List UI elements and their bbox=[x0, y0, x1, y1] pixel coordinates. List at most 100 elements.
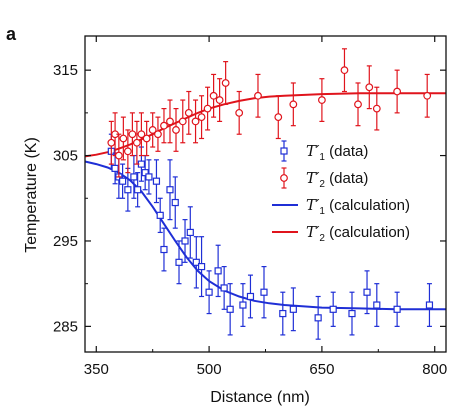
square-marker bbox=[363, 288, 371, 296]
square-marker bbox=[348, 309, 356, 318]
circle-marker bbox=[318, 96, 326, 104]
data-point bbox=[142, 120, 151, 157]
x-tick-label: 500 bbox=[197, 361, 222, 378]
data-point bbox=[246, 274, 255, 319]
data-point bbox=[365, 65, 374, 110]
data-point bbox=[166, 99, 174, 144]
data-point bbox=[111, 112, 119, 157]
data-point bbox=[329, 291, 337, 327]
data-point bbox=[235, 90, 244, 135]
square-marker bbox=[134, 186, 142, 194]
square-marker bbox=[239, 301, 247, 309]
circle-marker bbox=[340, 66, 349, 75]
x-axis-title: Distance (nm) bbox=[210, 389, 310, 406]
data-point bbox=[160, 227, 168, 272]
square-marker bbox=[145, 173, 153, 181]
legend-entry-4: T′2 (calculation) bbox=[272, 223, 410, 244]
data-point bbox=[124, 167, 132, 212]
data-point bbox=[340, 48, 349, 93]
data-point bbox=[156, 197, 164, 234]
square-marker bbox=[314, 314, 322, 322]
data-point bbox=[197, 236, 206, 298]
square-marker bbox=[329, 305, 337, 313]
data-point bbox=[393, 69, 402, 114]
data-point bbox=[274, 95, 283, 140]
data-point bbox=[423, 73, 432, 118]
data-points bbox=[107, 48, 434, 340]
square-marker bbox=[156, 211, 164, 219]
data-point bbox=[107, 120, 116, 165]
circle-marker bbox=[215, 96, 224, 104]
data-point bbox=[254, 73, 262, 118]
circle-marker bbox=[197, 113, 206, 122]
circle-marker bbox=[221, 79, 230, 87]
circle-marker bbox=[107, 138, 116, 147]
y-axis-title: Temperature (K) bbox=[23, 137, 40, 253]
square-marker bbox=[141, 169, 149, 177]
data-point bbox=[152, 159, 161, 204]
y-tick-label: 315 bbox=[53, 62, 78, 79]
data-point bbox=[192, 236, 200, 289]
square-marker bbox=[197, 262, 206, 271]
y-tick-label: 305 bbox=[53, 148, 78, 165]
data-point bbox=[209, 73, 218, 118]
circle-marker bbox=[137, 130, 146, 139]
circle-marker bbox=[209, 91, 218, 100]
data-point bbox=[119, 116, 128, 161]
circle-marker bbox=[154, 130, 162, 139]
square-marker bbox=[373, 301, 381, 309]
circle-marker bbox=[132, 138, 141, 147]
circle-marker bbox=[393, 87, 402, 96]
calculation-curves bbox=[84, 92, 446, 311]
data-point bbox=[214, 244, 222, 298]
square-marker bbox=[205, 288, 213, 296]
data-point bbox=[114, 133, 123, 178]
data-point bbox=[123, 129, 132, 174]
data-point bbox=[128, 112, 137, 157]
circle-marker bbox=[423, 91, 432, 100]
data-point bbox=[197, 95, 206, 140]
circle-marker bbox=[166, 117, 174, 126]
legend-label: T′1 (calculation) bbox=[306, 196, 410, 217]
data-point bbox=[348, 291, 356, 336]
legend-label: T′2 (calculation) bbox=[306, 223, 410, 244]
data-point bbox=[205, 270, 213, 315]
circle-marker bbox=[184, 108, 193, 117]
legend-circle-marker bbox=[280, 174, 288, 182]
data-point bbox=[289, 287, 297, 332]
circle-marker bbox=[254, 91, 262, 100]
data-point bbox=[184, 90, 193, 135]
circle-marker bbox=[289, 100, 298, 109]
data-point bbox=[363, 270, 371, 315]
data-point bbox=[171, 176, 179, 229]
circle-marker bbox=[172, 126, 180, 134]
circle-marker bbox=[114, 151, 123, 160]
circle-marker bbox=[142, 134, 151, 143]
x-tick-label: 800 bbox=[422, 361, 447, 378]
circle-marker bbox=[128, 130, 137, 139]
data-point bbox=[119, 163, 127, 199]
legend-square-marker bbox=[280, 147, 288, 155]
circle-marker bbox=[235, 108, 244, 117]
data-point bbox=[279, 291, 287, 336]
panel-label: a bbox=[6, 24, 17, 44]
plot-frame bbox=[84, 35, 447, 353]
data-point bbox=[372, 86, 381, 131]
data-point bbox=[175, 240, 183, 285]
square-marker bbox=[160, 245, 168, 254]
circle-marker bbox=[365, 83, 374, 92]
legend-entry-1: T′1 (data) bbox=[280, 140, 368, 163]
square-marker bbox=[425, 301, 434, 309]
legend-entry-3: T′1 (calculation) bbox=[272, 196, 410, 217]
data-point bbox=[215, 78, 224, 123]
data-point bbox=[191, 99, 200, 144]
square-marker bbox=[119, 177, 127, 185]
square-marker bbox=[214, 267, 222, 275]
x-tick-label: 650 bbox=[309, 361, 334, 378]
data-point bbox=[166, 159, 174, 221]
legend: T′1 (data) T′2 (data) T′1 (calculation) T′2… bbox=[272, 140, 410, 244]
data-point bbox=[181, 219, 189, 263]
circle-marker bbox=[123, 147, 132, 156]
